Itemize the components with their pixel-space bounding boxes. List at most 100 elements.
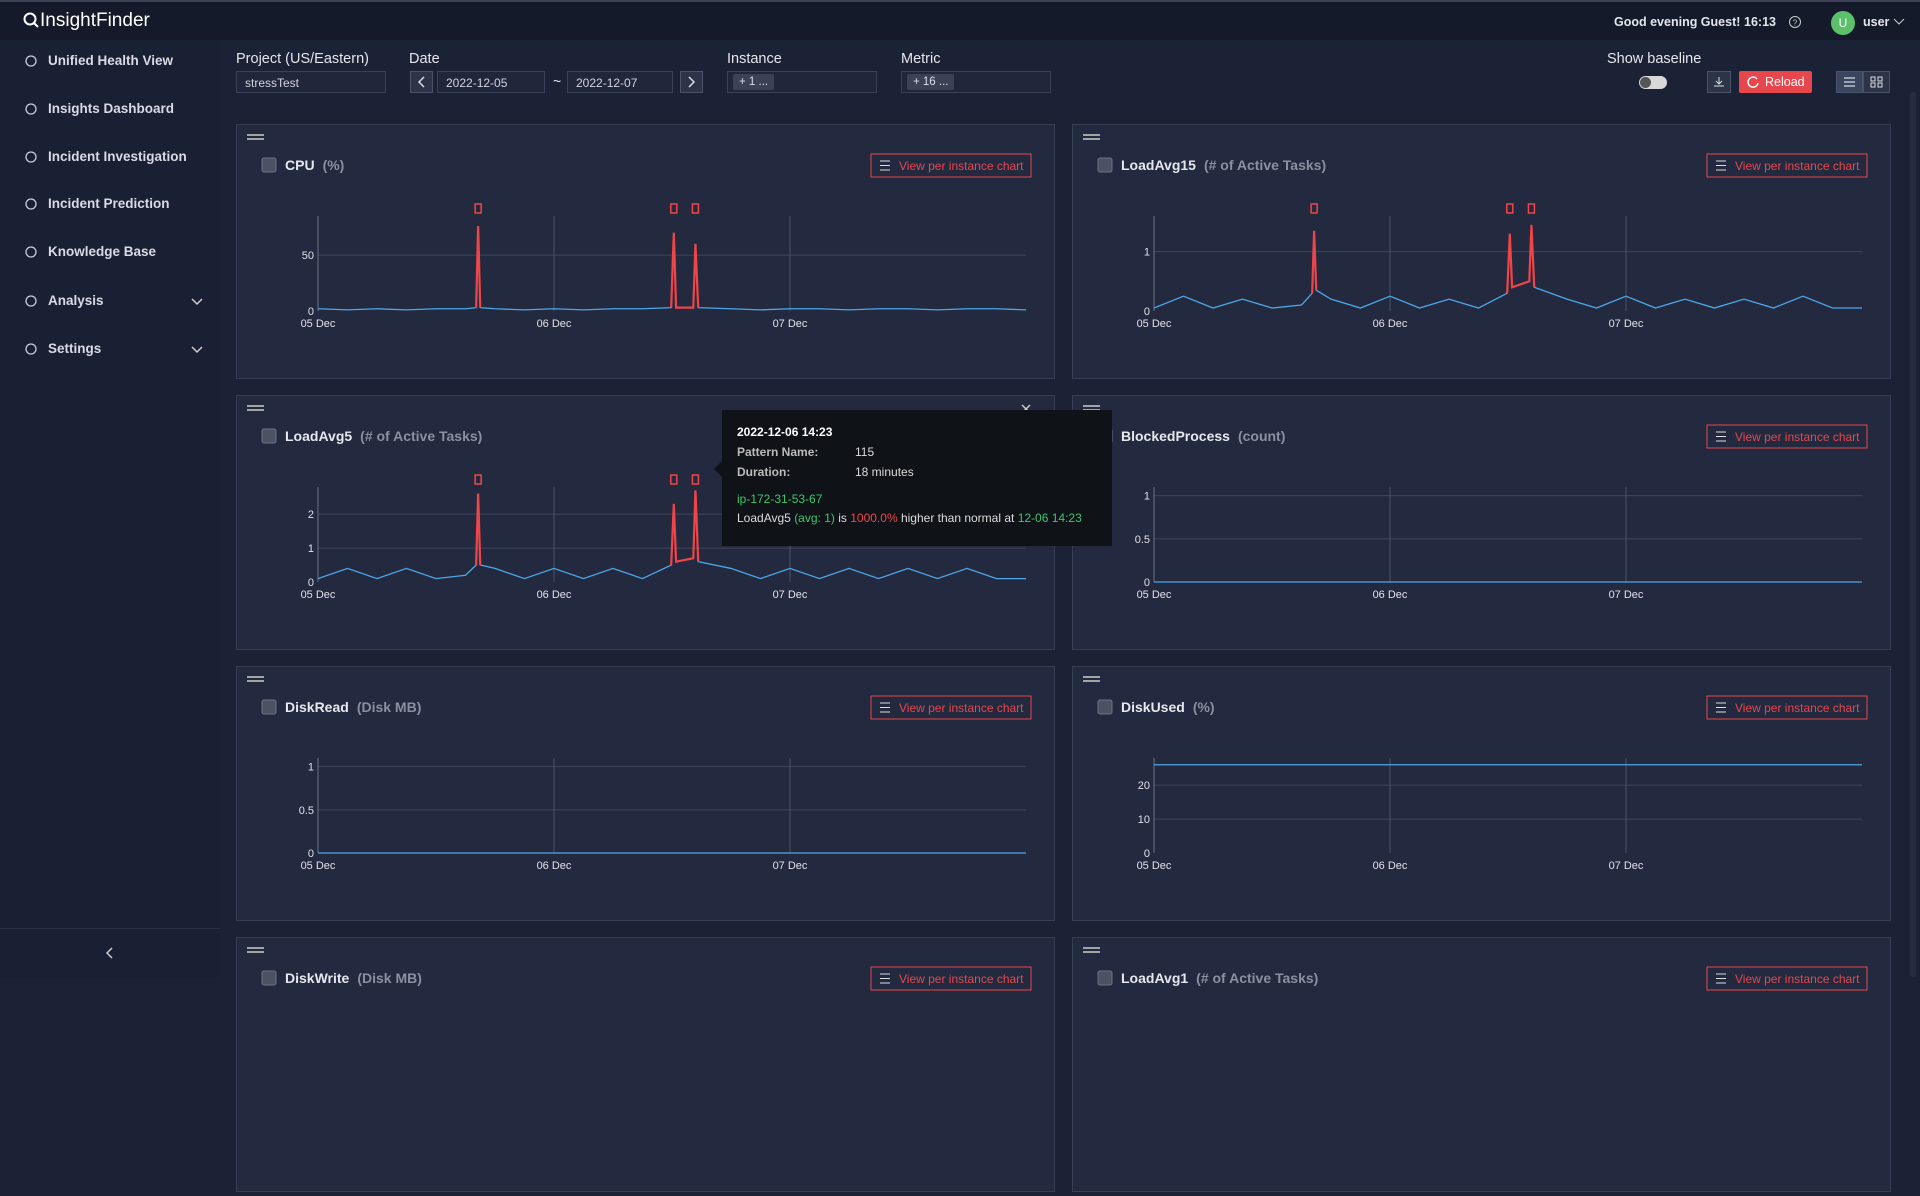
anomaly-marker[interactable]: [474, 203, 482, 214]
per-instance-button[interactable]: [1706, 695, 1868, 720]
duration-value: 18 minutes: [855, 465, 914, 479]
chart-title: BlockedProcess: [1121, 428, 1230, 444]
x-tick-label: 07 Dec: [773, 318, 808, 330]
list-icon: [880, 160, 890, 171]
x-tick-label: 05 Dec: [1137, 589, 1172, 601]
user-chevron[interactable]: [1893, 17, 1905, 27]
x-tick-label: 07 Dec: [1609, 318, 1644, 330]
greeting: Good evening Guest!: [1614, 15, 1741, 29]
x-tick-label: 07 Dec: [1609, 860, 1644, 872]
nav-item[interactable]: Unified Health View: [48, 53, 174, 68]
nav-item[interactable]: Insights Dashboard: [48, 101, 175, 116]
checkbox[interactable]: [1097, 970, 1113, 986]
nav-item[interactable]: Settings: [48, 341, 102, 356]
pattern-value: 115: [855, 445, 875, 459]
nav-item[interactable]: Incident Investigation: [48, 149, 187, 164]
y-tick-label: 1: [308, 762, 314, 774]
x-tick-label: 07 Dec: [773, 589, 808, 601]
nav-icon: [25, 103, 37, 115]
checkbox[interactable]: [1097, 157, 1113, 173]
download-button[interactable]: [1707, 71, 1731, 93]
anomaly-marker[interactable]: [691, 474, 700, 485]
icon-shape: [25, 343, 37, 355]
duration-label: Duration:: [737, 465, 791, 479]
y-tick-label: 10: [1138, 814, 1150, 826]
anomaly-marker[interactable]: [691, 203, 700, 214]
collapse-button[interactable]: [104, 946, 116, 960]
nav-icon: [25, 295, 37, 307]
chart-title: LoadAvg5: [285, 428, 352, 444]
per-instance-text: View per instance chart: [1735, 972, 1860, 986]
prev-date[interactable]: [410, 71, 433, 93]
metric-name: LoadAvg5: [737, 511, 791, 525]
x-tick-label: 05 Dec: [1137, 860, 1172, 872]
date-label: Date: [409, 51, 440, 67]
scrollbar[interactable]: [1910, 92, 1916, 977]
anomaly-marker[interactable]: [1506, 203, 1514, 214]
drag-handle: [247, 947, 264, 953]
chart-panel: DiskWrite (Disk MB) View per instance char…: [236, 937, 1055, 1192]
date-to[interactable]: 2022-12-07: [567, 71, 673, 93]
chart-unit: (%): [1193, 699, 1215, 715]
anomaly-time: 12-06 14:23: [1017, 511, 1082, 525]
checkbox[interactable]: [1097, 699, 1113, 715]
chart-panel: BlockedProcess (count) View per instance c…: [1072, 395, 1891, 650]
per-instance-button[interactable]: [870, 695, 1032, 720]
project-label: Project (US/Eastern): [236, 51, 369, 67]
nav-item[interactable]: Analysis: [48, 293, 104, 308]
x-tick-label: 07 Dec: [773, 860, 808, 872]
chart-title: CPU: [285, 157, 315, 173]
help-icon[interactable]: ?: [1788, 15, 1802, 29]
percent: 1000.0%: [850, 511, 898, 525]
next-date[interactable]: [680, 71, 703, 93]
user-name[interactable]: user: [1863, 15, 1890, 29]
anomaly-marker[interactable]: [1310, 203, 1318, 214]
avatar[interactable]: U: [1831, 11, 1855, 35]
baseline-label: Show baseline: [1607, 51, 1702, 67]
checkbox[interactable]: [261, 428, 277, 444]
per-instance-button[interactable]: [1706, 153, 1868, 178]
chart-panel: LoadAvg1 (# of Active Tasks) View per inst…: [1072, 937, 1891, 1192]
anomaly-marker[interactable]: [474, 474, 482, 485]
nav-icon: [25, 246, 37, 258]
x-tick-label: 07 Dec: [1609, 589, 1644, 601]
nav-item[interactable]: Incident Prediction: [48, 196, 170, 211]
drag-handle: [247, 134, 264, 140]
icon-shape: [25, 295, 37, 307]
y-tick-label: 0: [308, 306, 314, 318]
list-view[interactable]: [1836, 71, 1863, 93]
expand-chevron[interactable]: [191, 345, 203, 355]
anomaly-marker[interactable]: [670, 474, 678, 485]
logo[interactable]: InsightFinder: [40, 10, 150, 31]
icon-shape: [25, 151, 37, 163]
divider: [0, 928, 220, 929]
checkbox[interactable]: [261, 699, 277, 715]
per-instance-button[interactable]: [1706, 424, 1868, 449]
instance-label: Instance: [727, 51, 782, 67]
anomaly-marker[interactable]: [1527, 203, 1536, 214]
grid-view[interactable]: [1863, 71, 1890, 93]
x-tick-label: 06 Dec: [537, 589, 572, 601]
expand-chevron[interactable]: [191, 297, 203, 307]
nav-item[interactable]: Knowledge Base: [48, 244, 157, 259]
series-line: [475, 490, 700, 566]
chart-panel: DiskRead (Disk MB) View per instance chart…: [236, 666, 1055, 921]
anomaly-marker[interactable]: [670, 203, 678, 214]
is: is: [838, 511, 847, 525]
checkbox[interactable]: [261, 157, 277, 173]
reload-button[interactable]: Reload: [1739, 71, 1812, 93]
chart-title: LoadAvg1: [1121, 970, 1188, 986]
checkbox[interactable]: [261, 970, 277, 986]
message: higher than normal at: [900, 511, 1015, 525]
baseline-toggle[interactable]: [1639, 76, 1667, 89]
per-instance-button[interactable]: [870, 153, 1032, 178]
nav-icon: [25, 343, 37, 355]
date-from[interactable]: 2022-12-05: [437, 71, 545, 93]
project-select[interactable]: stressTest: [236, 71, 386, 93]
top-bar: InsightFinder Good evening Guest! 16:13 …: [0, 0, 1920, 40]
instance-select[interactable]: + 1 ...: [727, 71, 877, 93]
metric-select[interactable]: + 16 ...: [901, 71, 1051, 93]
per-instance-text: View per instance chart: [899, 972, 1024, 986]
metric-label: Metric: [901, 51, 941, 67]
list-icon: [1716, 702, 1726, 713]
